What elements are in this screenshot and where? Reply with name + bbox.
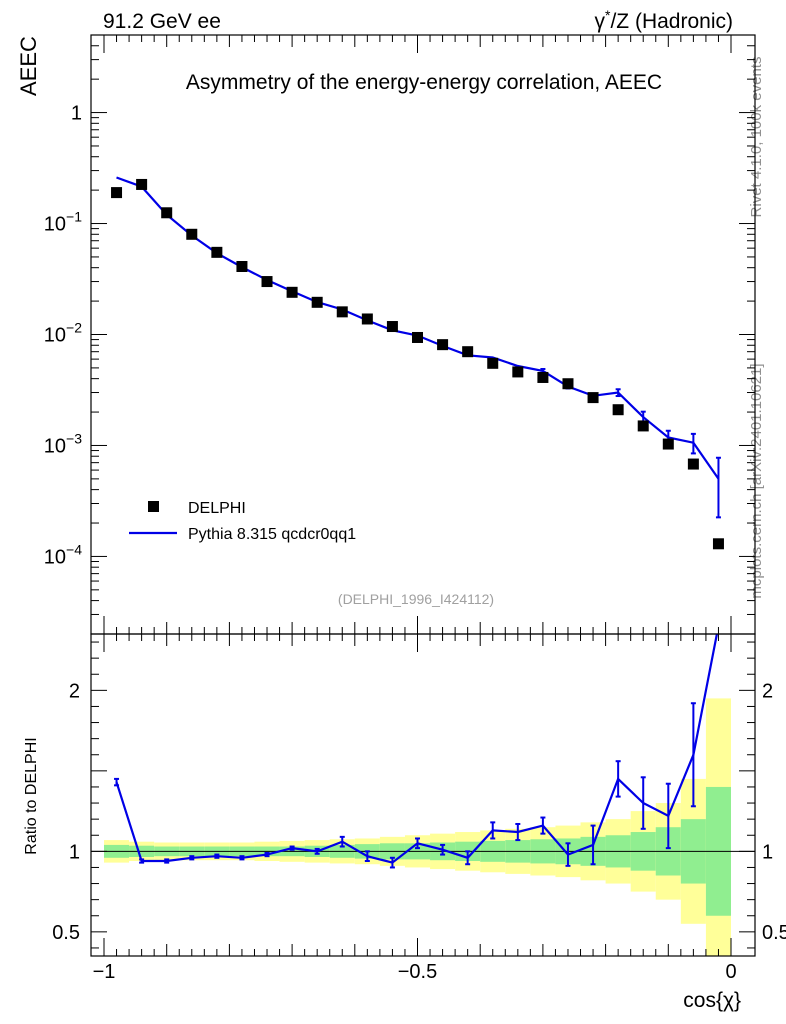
data-point	[562, 378, 574, 390]
data-point	[712, 538, 724, 550]
analysis-id-watermark: (DELPHI_1996_I424112)	[338, 591, 494, 607]
data-point	[386, 321, 398, 333]
main-series	[111, 176, 724, 550]
header-left-label: 91.2 GeV ee	[103, 10, 221, 33]
main-panel: Asymmetry of the energy-energy correlati…	[16, 34, 756, 635]
data-point	[612, 404, 624, 416]
data-point	[236, 261, 248, 273]
data-point	[136, 178, 148, 190]
header-right-label: γ*/Z (Hadronic)	[595, 7, 733, 33]
mc-line	[116, 176, 720, 480]
y-tick-label: 1	[71, 103, 82, 125]
legend-label-data: DELPHI	[188, 500, 246, 517]
data-point	[537, 371, 549, 383]
legend-label-mc: Pythia 8.315 qcdcr0qq1	[188, 526, 356, 543]
data-point	[211, 246, 223, 258]
data-point	[286, 286, 298, 298]
ratio-y-tick-label-left: 2	[69, 680, 80, 702]
y-tick-label: 10−3	[44, 430, 82, 457]
data-point	[487, 357, 499, 369]
ratio-y-axis-label: Ratio to DELPHI	[23, 737, 40, 854]
data-point	[662, 438, 674, 450]
y-tick-label: 10−1	[44, 209, 82, 236]
data-point	[462, 346, 474, 358]
data-point	[587, 392, 599, 404]
data-point	[311, 296, 323, 308]
ratio-frame	[90, 633, 756, 957]
mcplots-label: mcplots.cern.ch [arXiv:2401.10621]	[748, 363, 765, 598]
ratio-panel: 2 2 1 1 0.5 0.5 −1 −0.5 0 Ratio to DELPHI cos{χ}	[23, 633, 786, 1012]
x-tick-label: 0	[725, 961, 736, 983]
ratio-y-tick-label-right: 2	[762, 680, 773, 702]
data-point	[437, 339, 449, 351]
main-y-axis-label: AEEC	[16, 36, 41, 96]
main-axis-ticks	[91, 34, 755, 635]
ratio-tick-labels: 2 2 1 1 0.5 0.5 −1 −0.5 0	[52, 680, 786, 983]
x-tick-label: −0.5	[398, 961, 437, 983]
legend: DELPHI Pythia 8.315 qcdcr0qq1	[129, 500, 356, 543]
data-point	[687, 458, 699, 470]
ratio-axis-ticks	[91, 634, 755, 956]
data-point	[412, 331, 423, 343]
y-tick-label: 10−2	[44, 320, 82, 347]
data-point	[186, 228, 198, 240]
rivet-version-label: Rivet 4.1.0, 100k events	[748, 57, 765, 218]
data-point	[512, 366, 524, 378]
data-point	[361, 313, 373, 325]
ratio-y-tick-label-right: 1	[762, 841, 773, 863]
x-tick-label: −1	[93, 961, 116, 983]
ratio-y-tick-label-left: 1	[69, 841, 80, 863]
main-y-tick-labels: 1 10−1 10−2 10−3 10−4	[44, 103, 82, 569]
data-point	[111, 187, 123, 199]
data-point	[261, 276, 273, 288]
data-point	[637, 420, 649, 432]
legend-marker-square	[148, 501, 159, 512]
ratio-y-tick-label-right: 0.5	[762, 922, 786, 944]
ratio-uncertainty-bands	[91, 698, 755, 956]
ratio-line	[115, 633, 718, 864]
ratio-series	[114, 633, 718, 869]
y-tick-label: 10−4	[44, 541, 82, 568]
data-point	[161, 207, 173, 219]
ratio-y-tick-label-left: 0.5	[52, 922, 80, 944]
data-point	[336, 306, 348, 318]
x-axis-label: cos{χ}	[683, 989, 741, 1012]
chart-title: Asymmetry of the energy-energy correlati…	[186, 71, 662, 94]
